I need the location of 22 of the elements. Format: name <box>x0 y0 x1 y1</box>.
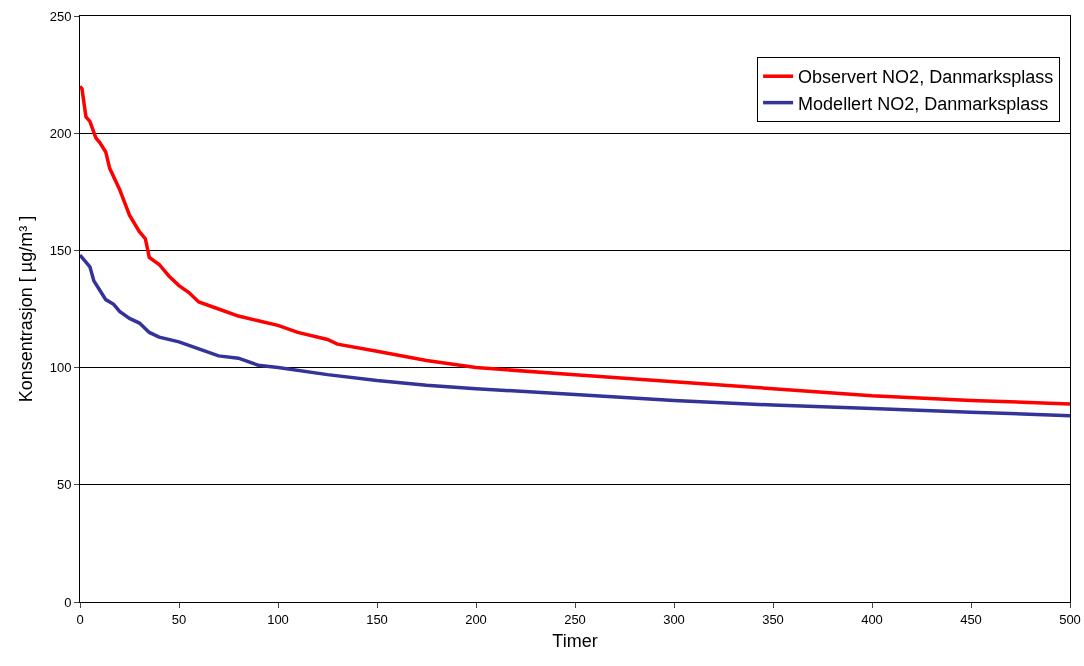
line-series <box>80 253 1070 418</box>
x-tick-label: 400 <box>861 611 883 627</box>
y-tick-label: 100 <box>49 360 72 376</box>
x-tick-label: 100 <box>267 611 289 627</box>
x-tick-label: 200 <box>465 611 487 627</box>
x-tick-label: 450 <box>960 611 982 627</box>
x-axis-title: Timer <box>552 630 598 651</box>
x-tick-label: 250 <box>564 611 586 627</box>
y-tick-label: 0 <box>64 594 72 610</box>
y-tick-label: 250 <box>49 8 72 24</box>
legend-label: Observert NO2, Danmarksplass <box>798 67 1054 88</box>
x-tick-label: 50 <box>171 611 187 627</box>
x-tick-label: 300 <box>663 611 685 627</box>
x-tick-label: 500 <box>1059 611 1081 627</box>
x-tick-label: 0 <box>76 611 84 627</box>
x-tick-label: 150 <box>366 611 388 627</box>
x-tick-label: 350 <box>762 611 784 627</box>
legend-label: Modellert NO2, Danmarksplass <box>798 93 1049 114</box>
y-axis-title: Konsentrasjon [ µg/m³ ] <box>15 215 36 403</box>
y-tick-label: 200 <box>49 125 72 141</box>
y-tick-label: 150 <box>49 242 72 258</box>
y-tick-label: 50 <box>56 477 72 493</box>
